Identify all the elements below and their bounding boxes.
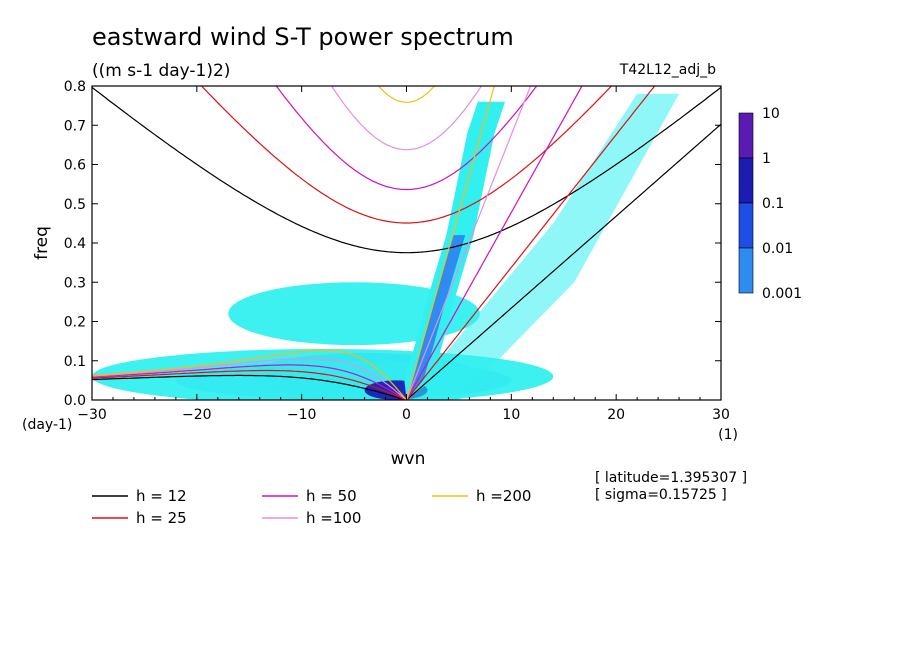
y-tick-label: 0.3 (64, 275, 86, 291)
y-tick-label: 0.4 (64, 236, 86, 252)
chart-subtitle: ((m s-1 day-1)2) (92, 61, 230, 81)
dispersion-ig-h50 (275, 86, 538, 191)
dispersion-kelvin-h200 (405, 86, 495, 400)
dispersion-ig-h12 (92, 86, 721, 254)
y-tick-label: 0.1 (64, 354, 86, 370)
colorbar-label: 1 (762, 151, 771, 167)
x-tick-label: 10 (502, 407, 520, 423)
x-axis-label: wvn (391, 449, 426, 469)
axis-ticks: −30 −20 −10 0 10 20 30 0.0 0.1 0.2 0.3 0.4 0.5 0.6 0.7… (64, 79, 730, 423)
x-tick-label: −20 (182, 407, 212, 423)
kelvin-band-inner (406, 235, 466, 400)
legend-label: h =100 (306, 509, 361, 527)
dispersion-curves (92, 86, 721, 400)
colorbar-label: 0.01 (762, 241, 793, 257)
y-axis-unit: (day-1) (22, 417, 72, 433)
eastward-band (406, 93, 680, 400)
colorbar-label: 10 (762, 106, 780, 122)
y-tick-label: 0.5 (64, 197, 86, 213)
legend-label: h = 25 (136, 509, 187, 527)
dispersion-ig-h25 (200, 86, 613, 224)
run-label: T42L12_adj_b (619, 62, 716, 78)
x-tick-label: −30 (77, 407, 107, 423)
x-tick-label: 30 (712, 407, 730, 423)
y-axis-label: freq (32, 226, 52, 260)
x-axis-unit: (1) (718, 427, 738, 443)
legend: h = 12 h = 25 h = 50 h =100 h =200 (92, 487, 531, 527)
dispersion-rossby-h200 (92, 349, 407, 400)
dispersion-kelvin-h12 (406, 123, 721, 400)
y-tick-label: 0.8 (64, 79, 86, 95)
x-tick-label: 0 (402, 407, 411, 423)
colorbar-swatch (738, 202, 754, 249)
spectrum-contours (92, 93, 680, 400)
dispersion-ig-h100 (330, 86, 483, 151)
sigma-annotation: [ sigma=0.15725 ] (595, 487, 727, 503)
chart-title: eastward wind S-T power spectrum (92, 23, 514, 51)
colorbar: 10 1 0.1 0.01 0.001 (738, 106, 802, 302)
dispersion-kelvin-h100 (405, 86, 532, 400)
y-tick-label: 0.0 (64, 393, 86, 409)
colorbar-label: 0.001 (762, 286, 802, 302)
dispersion-kelvin-h25 (406, 86, 656, 400)
dispersion-ig-h200 (377, 86, 436, 103)
colorbar-label: 0.1 (762, 196, 784, 212)
latitude-annotation: [ latitude=1.395307 ] (595, 470, 747, 486)
x-tick-label: −10 (287, 407, 317, 423)
colorbar-swatch (738, 157, 754, 204)
legend-label: h = 12 (136, 487, 187, 505)
dispersion-rossby-h12 (92, 374, 407, 400)
dispersion-rossby-h100 (92, 357, 407, 400)
legend-label: h = 50 (306, 487, 357, 505)
y-tick-label: 0.2 (64, 315, 86, 331)
legend-label: h =200 (476, 487, 531, 505)
dispersion-rossby-h50 (92, 364, 407, 400)
y-tick-label: 0.6 (64, 158, 86, 174)
dispersion-rossby-h25 (92, 369, 407, 400)
x-tick-label: 20 (607, 407, 625, 423)
dispersion-kelvin-h50 (405, 86, 583, 400)
y-tick-label: 0.7 (64, 118, 86, 134)
colorbar-swatch (738, 112, 754, 159)
colorbar-swatch (738, 247, 754, 294)
power-blob-3 (228, 282, 480, 346)
